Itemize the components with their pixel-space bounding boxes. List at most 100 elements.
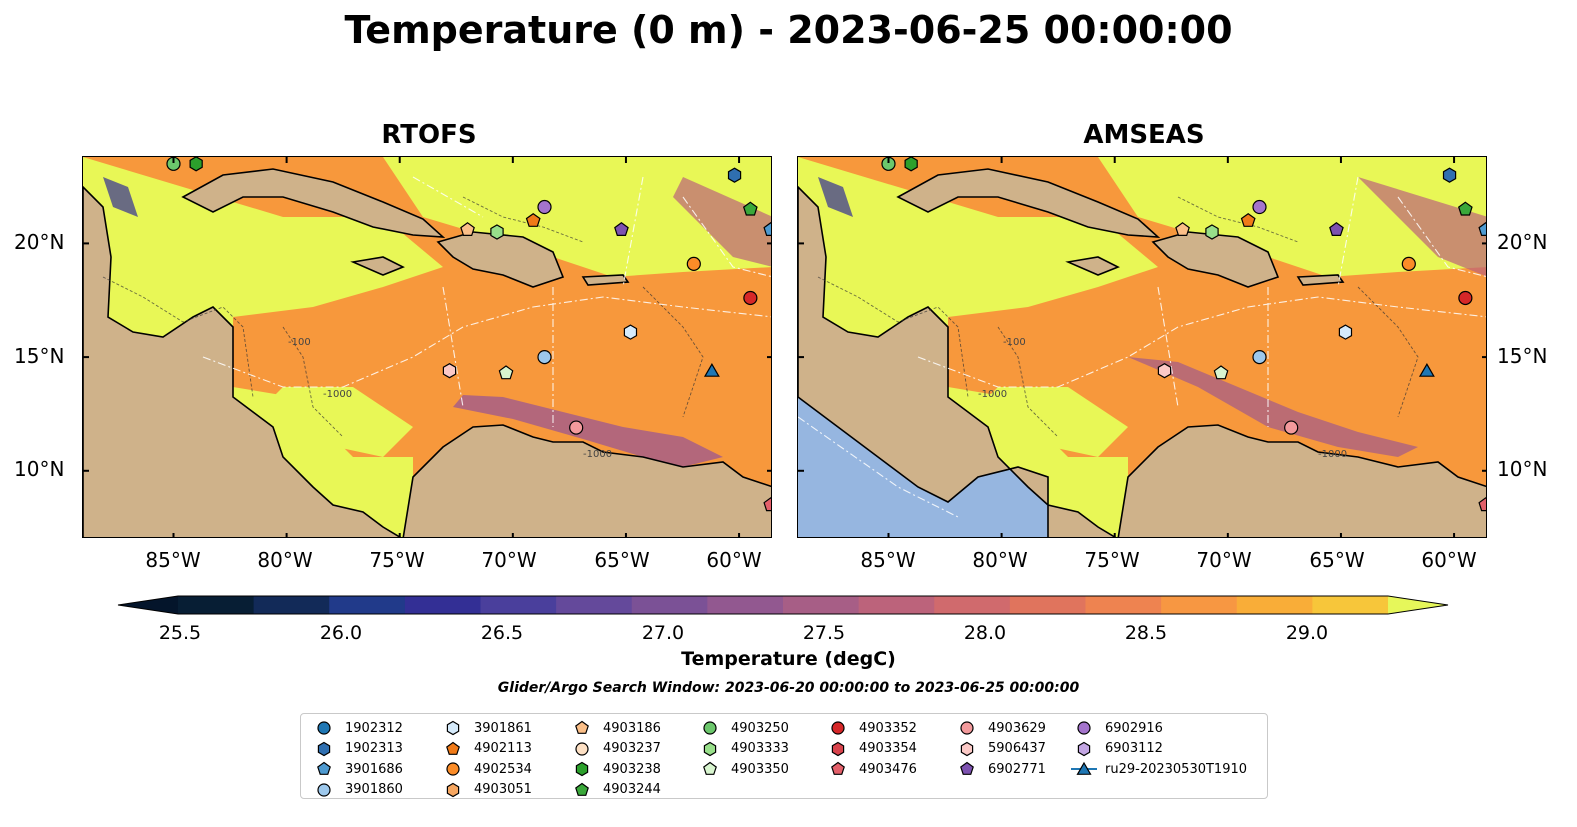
colorbar-level xyxy=(707,596,784,614)
cool-east-band xyxy=(1358,177,1486,277)
legend-label: 3901860 xyxy=(345,782,403,798)
float-marker-4903352 xyxy=(1458,290,1473,306)
legend-marker-4903629 xyxy=(960,721,974,735)
legend-label: 1902313 xyxy=(345,741,403,757)
legend-item: 5906437 xyxy=(954,739,1046,760)
legend-marker-4903350 xyxy=(703,762,717,776)
legend-item: 4902534 xyxy=(440,759,532,780)
legend-label: 6902771 xyxy=(988,761,1046,777)
lon-label-amseas: 70°W xyxy=(1196,548,1252,572)
legend-marker-4903238 xyxy=(575,762,589,777)
colorbar-level xyxy=(631,596,708,614)
legend-swatch xyxy=(446,782,460,797)
legend-swatch xyxy=(960,741,974,756)
legend-label: 4903238 xyxy=(603,761,661,777)
legend-item: 4903051 xyxy=(440,780,532,801)
lon-label-rtofs: 70°W xyxy=(481,548,537,572)
legend-label: 6903112 xyxy=(1105,741,1163,757)
legend-item: 4903186 xyxy=(569,718,661,739)
colorbar-level xyxy=(1161,596,1238,614)
legend-swatch xyxy=(446,721,460,736)
legend-item: 6902916 xyxy=(1071,718,1247,739)
float-marker-3901686 xyxy=(763,222,771,237)
jamaica-land xyxy=(350,256,405,276)
map-svg-rtofs: -100 -1000 -1000 xyxy=(83,157,771,537)
legend-label: 3901861 xyxy=(474,720,532,736)
lon-label-amseas: 85°W xyxy=(860,548,916,572)
legend-marker-4902534 xyxy=(446,762,460,776)
colorbar-tick-label: 29.0 xyxy=(1285,622,1329,644)
legend-swatch xyxy=(703,762,717,776)
legend-label: 4903352 xyxy=(859,720,917,736)
float-marker-4903350 xyxy=(498,365,514,380)
map-panel-amseas[interactable]: -100 -1000 -1000 xyxy=(797,156,1487,538)
legend-label: 3901686 xyxy=(345,761,403,777)
lat-label-right: 20°N xyxy=(1497,230,1548,254)
float-marker-ru29-20230530T1910 xyxy=(1418,362,1435,377)
legend-marker-4903250 xyxy=(703,721,717,735)
lon-label-rtofs: 60°W xyxy=(706,548,762,572)
float-marker-6902771 xyxy=(1329,222,1344,237)
float-marker-ru29-20230530T1910 xyxy=(703,362,720,377)
float-marker-1902313 xyxy=(727,167,742,183)
legend-item: 4903476 xyxy=(825,759,917,780)
cool-yucatan-band xyxy=(103,177,138,217)
legend-column: 3901861 4902113 4902534 4903051 xyxy=(440,718,532,800)
legend-marker-4903354 xyxy=(831,741,845,756)
colorbar-outline xyxy=(117,595,1449,615)
legend-swatch xyxy=(831,741,845,756)
float-marker-4903352 xyxy=(743,290,758,306)
float-marker-5906437 xyxy=(1157,363,1172,379)
legend-swatch xyxy=(446,741,460,755)
colorbar-level xyxy=(253,596,330,614)
central-america-land xyxy=(798,185,1117,537)
lat-label-right: 15°N xyxy=(1497,344,1548,368)
legend-column: 4903629 5906437 6902771 xyxy=(954,718,1046,780)
float-marker-3901860 xyxy=(1252,349,1267,365)
legend-column: 4903352 4903354 4903476 xyxy=(825,718,917,780)
eez-boundaries xyxy=(202,176,771,427)
legend-marker-6902916 xyxy=(1077,721,1091,735)
float-marker-4902113 xyxy=(1240,212,1256,227)
map-panel-rtofs[interactable]: -100 -1000 -1000 xyxy=(82,156,772,538)
legend-item: 1902312 xyxy=(311,718,403,739)
float-marker-6902916 xyxy=(537,199,552,215)
legend-label: 4903350 xyxy=(731,761,789,777)
float-marker-3901686 xyxy=(1478,222,1486,237)
legend-swatch xyxy=(960,762,974,776)
legend-item: 4903354 xyxy=(825,739,917,760)
colorbar-level xyxy=(556,596,633,614)
legend-swatch xyxy=(575,721,589,735)
land-masses xyxy=(83,168,771,537)
float-marker-3901860 xyxy=(537,349,552,365)
float-marker-4903476 xyxy=(763,497,771,512)
colorbar-level xyxy=(783,596,860,614)
legend-label: 5906437 xyxy=(988,741,1046,757)
jamaica-land xyxy=(1065,256,1120,276)
legend-marker-4903051 xyxy=(446,782,460,797)
legend-marker-4903237 xyxy=(575,742,589,756)
legend-item: 3901686 xyxy=(311,759,403,780)
legend-swatch xyxy=(317,721,331,735)
colorbar-tick-label: 25.5 xyxy=(158,622,202,644)
contour-label-group: -100 -1000 -1000 xyxy=(288,337,612,460)
lon-label-rtofs: 80°W xyxy=(257,548,313,572)
float-marker-6902916 xyxy=(1252,199,1267,215)
eez-boundaries xyxy=(798,176,1486,518)
lat-label-right: 10°N xyxy=(1497,457,1548,481)
lon-label-amseas: 80°W xyxy=(972,548,1028,572)
map-svg-amseas: -100 -1000 -1000 xyxy=(798,157,1486,537)
legend-column: 6902916 6903112 ru29-20230530T1910 xyxy=(1071,718,1247,780)
colorbar-extend-high xyxy=(1388,596,1448,614)
frame-ticks xyxy=(798,157,1486,537)
colorbar xyxy=(117,595,1449,615)
legend-marker-1902312 xyxy=(317,721,331,735)
legend-swatch xyxy=(575,742,589,756)
legend-column: 1902312 1902313 3901686 3901860 xyxy=(311,718,403,800)
legend-marker-3901861 xyxy=(446,721,460,736)
float-marker-4903476 xyxy=(1478,497,1486,512)
legend-swatch xyxy=(317,741,331,756)
search-window-text: Glider/Argo Search Window: 2023-06-20 00… xyxy=(497,680,1080,696)
figure-title: Temperature (0 m) - 2023-06-25 00:00:00 xyxy=(344,8,1233,52)
legend-item: 4903352 xyxy=(825,718,917,739)
